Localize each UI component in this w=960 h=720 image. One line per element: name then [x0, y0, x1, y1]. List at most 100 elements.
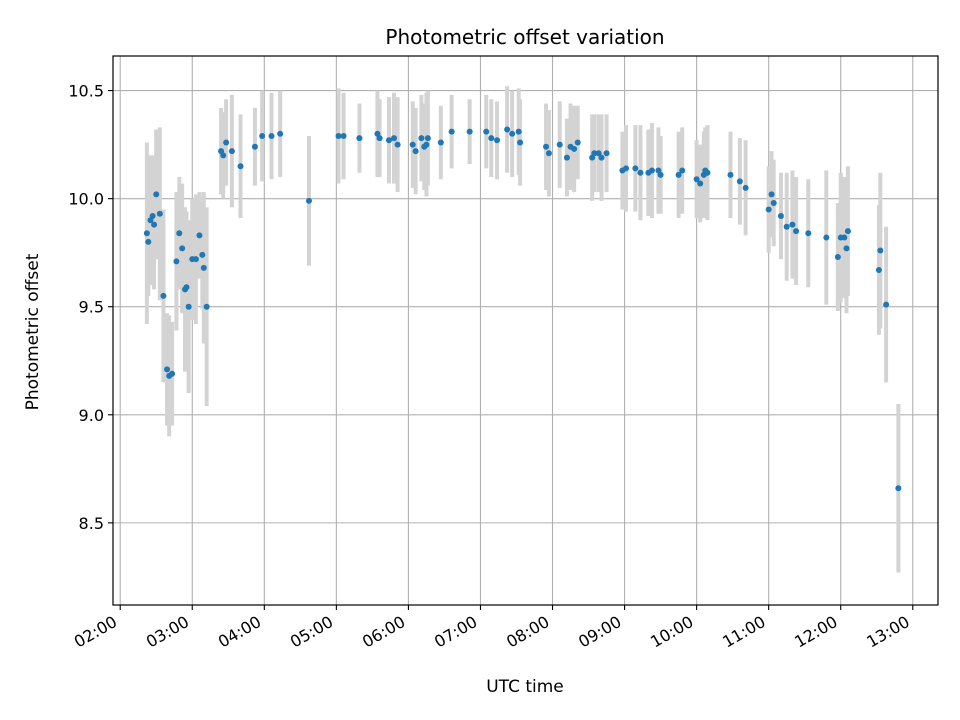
data-point — [237, 163, 244, 170]
data-point — [259, 132, 266, 139]
data-point — [251, 143, 258, 150]
x-tick-label: 11:00 — [719, 612, 768, 652]
data-point — [228, 148, 235, 155]
data-point — [192, 256, 199, 263]
data-point — [834, 254, 841, 261]
data-point — [515, 128, 522, 135]
data-point — [220, 152, 227, 159]
data-point — [875, 266, 882, 273]
data-point — [340, 132, 347, 139]
data-point — [768, 191, 775, 198]
data-point — [488, 135, 495, 142]
grid — [113, 56, 938, 605]
data-point — [200, 264, 207, 271]
data-point — [176, 230, 183, 237]
data-point — [223, 139, 230, 146]
data-point — [543, 143, 550, 150]
x-axis-title: UTC time — [486, 677, 564, 697]
data-point — [693, 176, 700, 183]
data-point — [418, 135, 425, 142]
y-tick-label: 10.0 — [68, 190, 104, 209]
data-point — [145, 238, 152, 245]
data-point — [196, 232, 203, 239]
x-tick-label: 05:00 — [287, 612, 336, 652]
data-point — [185, 303, 192, 310]
data-point — [151, 221, 158, 228]
data-point — [679, 167, 686, 174]
data-point — [563, 154, 570, 161]
data-point — [504, 126, 511, 133]
x-tick-label: 13:00 — [863, 612, 912, 652]
data-point — [877, 247, 884, 254]
data-point — [173, 258, 180, 265]
x-tick-label: 07:00 — [431, 612, 480, 652]
chart-title: Photometric offset variation — [385, 25, 664, 49]
data-point — [556, 141, 563, 148]
data-point — [574, 139, 581, 146]
data-point — [305, 197, 312, 204]
data-point — [423, 141, 430, 148]
data-point — [203, 303, 210, 310]
data-point — [149, 212, 156, 219]
data-point — [591, 150, 598, 157]
data-point — [883, 301, 890, 308]
data-point — [648, 167, 655, 174]
y-tick-label: 10.5 — [68, 82, 104, 101]
data-point — [765, 206, 772, 213]
data-point — [153, 191, 160, 198]
data-point — [777, 212, 784, 219]
data-point — [156, 210, 163, 217]
data-point — [823, 234, 830, 241]
data-point — [895, 485, 902, 492]
data-point — [268, 132, 275, 139]
x-tick-label: 03:00 — [143, 612, 192, 652]
data-point — [727, 171, 734, 178]
data-point — [448, 128, 455, 135]
data-point — [169, 370, 176, 377]
data-point — [783, 223, 790, 230]
data-point — [160, 292, 167, 299]
data-point — [143, 230, 150, 237]
data-point — [657, 171, 664, 178]
data-point — [356, 135, 363, 142]
y-tick-label: 8.5 — [79, 514, 104, 533]
data-point — [183, 284, 190, 291]
data-point — [483, 128, 490, 135]
data-point — [736, 178, 743, 185]
data-point — [595, 150, 602, 157]
x-tick-label: 04:00 — [215, 612, 264, 652]
data-point — [179, 245, 186, 252]
data-point — [789, 221, 796, 228]
data-points — [143, 126, 902, 492]
data-point — [517, 139, 524, 146]
data-point — [841, 234, 848, 241]
data-point — [697, 180, 704, 187]
data-point — [571, 145, 578, 152]
data-point — [409, 141, 416, 148]
data-point — [793, 228, 800, 235]
data-point — [770, 199, 777, 206]
data-point — [675, 171, 682, 178]
data-point — [437, 139, 444, 146]
data-point — [385, 137, 392, 144]
data-point — [844, 228, 851, 235]
data-point — [843, 245, 850, 252]
data-point — [164, 366, 171, 373]
data-point — [494, 137, 501, 144]
error-bars — [144, 86, 901, 573]
data-point — [623, 165, 630, 172]
data-point — [603, 150, 610, 157]
y-axis-title: Photometric offset — [23, 253, 43, 410]
data-point — [742, 184, 749, 191]
data-point — [632, 165, 639, 172]
data-point — [412, 148, 419, 155]
data-point — [598, 154, 605, 161]
x-tick-label: 06:00 — [359, 612, 408, 652]
data-point — [391, 135, 398, 142]
x-tick-label: 09:00 — [575, 612, 624, 652]
data-point — [637, 169, 644, 176]
y-tick-label: 9.5 — [79, 298, 104, 317]
data-point — [704, 169, 711, 176]
data-point — [335, 132, 342, 139]
data-point — [394, 141, 401, 148]
